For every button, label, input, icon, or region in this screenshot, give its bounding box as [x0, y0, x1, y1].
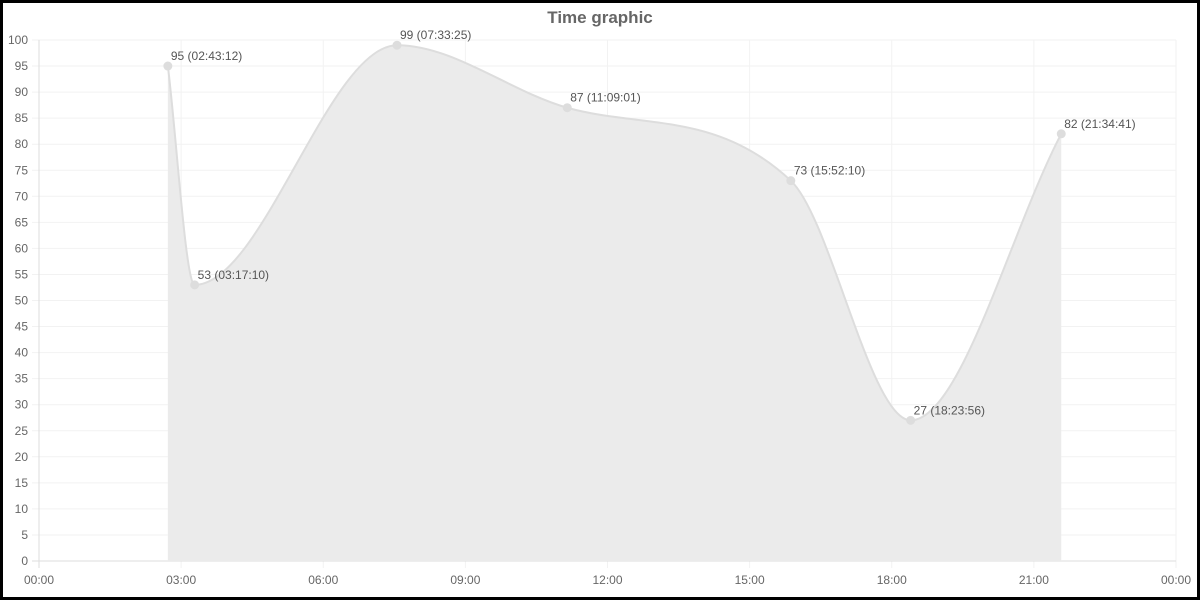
y-tick-label: 20 [15, 450, 29, 464]
y-tick-label: 50 [15, 294, 29, 308]
y-tick-label: 35 [15, 372, 29, 386]
y-tick-labels: 0 5 10 15 20 25 30 35 40 45 50 55 60 65 70 75 80 85 90 95 10… [8, 33, 28, 568]
x-tick-label: 21:00 [1019, 573, 1049, 587]
data-label: 73 (15:52:10) [794, 164, 865, 178]
y-tick-label: 30 [15, 398, 29, 412]
data-point [392, 40, 402, 50]
data-point [1056, 129, 1066, 139]
data-label: 87 (11:09:01) [570, 91, 641, 105]
x-tick-label: 06:00 [308, 573, 338, 587]
x-tick-label: 03:00 [166, 573, 196, 587]
x-tick-label: 18:00 [877, 573, 907, 587]
x-tick-label: 15:00 [735, 573, 765, 587]
y-tick-label: 75 [15, 163, 29, 177]
data-labels: 95 (02:43:12) 53 (03:17:10) 99 (07:33:25) 8… [171, 28, 1136, 417]
y-tick-label: 65 [15, 215, 29, 229]
y-tick-label: 15 [15, 476, 29, 490]
y-tick-label: 55 [15, 267, 29, 281]
series-fill [167, 45, 1062, 561]
y-tick-label: 85 [15, 111, 29, 125]
y-tick-label: 60 [15, 241, 29, 255]
data-point [190, 280, 200, 290]
data-label: 27 (18:23:56) [914, 403, 985, 417]
data-point [163, 61, 173, 71]
series-area [166, 44, 1063, 561]
data-label: 53 (03:17:10) [198, 268, 269, 282]
x-tick-labels: 00:00 03:00 06:00 09:00 12:00 15:00 18:00 21:00… [24, 573, 1191, 587]
y-tick-label: 95 [15, 59, 29, 73]
data-points [163, 40, 1066, 425]
y-tick-label: 100 [8, 33, 28, 47]
x-tick-label: 00:00 [1161, 573, 1191, 587]
data-point [786, 176, 796, 186]
y-tick-label: 70 [15, 189, 29, 203]
data-point [562, 103, 572, 113]
data-point [906, 415, 916, 425]
y-tick-label: 25 [15, 424, 29, 438]
y-tick-label: 40 [15, 346, 29, 360]
y-tick-label: 90 [15, 85, 29, 99]
data-label: 95 (02:43:12) [171, 49, 242, 63]
y-tick-label: 10 [15, 502, 29, 516]
x-tick-label: 09:00 [450, 573, 480, 587]
chart-title: Time graphic [547, 8, 653, 27]
y-tick-label: 5 [21, 528, 28, 542]
y-tick-label: 0 [21, 554, 28, 568]
x-tick-label: 00:00 [24, 573, 54, 587]
data-label: 99 (07:33:25) [400, 28, 471, 42]
y-tick-label: 45 [15, 320, 29, 334]
data-label: 82 (21:34:41) [1064, 117, 1135, 131]
x-tick-label: 12:00 [592, 573, 622, 587]
y-tick-label: 80 [15, 137, 29, 151]
